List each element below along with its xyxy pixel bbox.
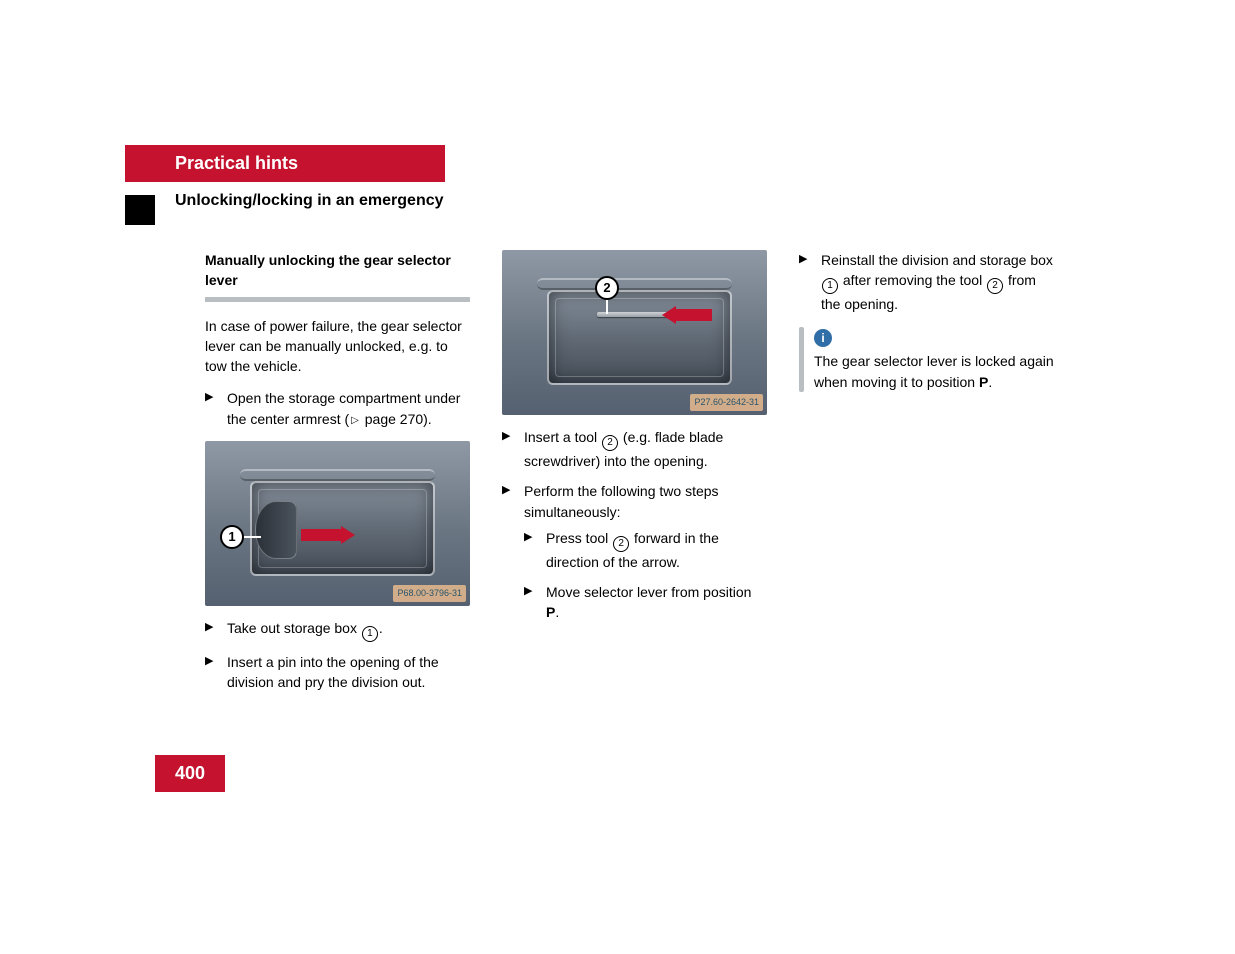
step-list: Reinstall the division and storage box 1… [799,250,1055,315]
step-item: Open the storage compartment under the c… [205,388,470,429]
substep-item: Move selector lever from position P. [524,582,767,623]
step-text: Press tool [546,530,612,546]
numeral-ref-icon: 2 [613,536,629,552]
callout-badge-1: 1 [220,525,244,549]
numeral-ref-icon: 2 [602,435,618,451]
step-text: Reinstall the division and storage box [821,252,1053,268]
step-text: . [555,604,559,620]
figure-2: 2 P27.60-2642-31 [502,250,767,415]
numeral-ref-icon: 1 [822,278,838,294]
step-text: Insert a pin into the opening of the div… [227,654,439,690]
chapter-heading: Practical hints [125,145,445,182]
info-icon: i [814,329,832,347]
position-letter: P [546,604,555,620]
step-text: page 270). [365,411,432,427]
step-text: . [379,620,383,636]
info-text: The gear selector lever is locked again … [814,351,1055,392]
thumb-tab [125,195,155,225]
step-item: Insert a pin into the opening of the div… [205,652,470,693]
step-text: . [988,374,992,390]
section-heading: Unlocking/locking in an emergency [125,182,1055,220]
figure-1: 1 P68.00-3796-31 [205,441,470,606]
step-text: Take out storage box [227,620,361,636]
callout-leader [243,536,261,538]
column-2: 2 P27.60-2642-31 Insert a tool 2 (e.g. f… [502,250,767,705]
step-item: Insert a tool 2 (e.g. flade blade screwd… [502,427,767,471]
substep-list: Press tool 2 forward in the direction of… [524,528,767,623]
step-list: Insert a tool 2 (e.g. flade blade screwd… [502,427,767,623]
info-rule [799,327,804,392]
step-list: Open the storage compartment under the c… [205,388,470,429]
figure-rail [537,278,732,290]
step-text: Move selector lever from position [546,584,751,600]
step-text: Perform the following two steps simultan… [524,483,719,519]
numeral-ref-icon: 1 [362,626,378,642]
figure-code: P68.00-3796-31 [393,585,466,602]
page-ref-icon: ▷ [351,414,359,429]
callout-leader [606,299,608,314]
step-item: Perform the following two steps simultan… [502,481,767,622]
substep-item: Press tool 2 forward in the direction of… [524,528,767,572]
figure-storage-box [255,501,297,559]
step-list: Take out storage box 1. Insert a pin int… [205,618,470,693]
manual-page: Practical hints Unlocking/locking in an … [155,145,1055,705]
callout-badge-2: 2 [595,276,619,300]
figure-compartment [547,290,732,385]
intro-paragraph: In case of power failure, the gear selec… [205,316,470,377]
step-text: Insert a tool [524,429,601,445]
figure-code: P27.60-2642-31 [690,394,763,411]
step-item: Reinstall the division and storage box 1… [799,250,1055,315]
column-1: Manually unlocking the gear selector lev… [205,250,470,705]
column-3: Reinstall the division and storage box 1… [799,250,1055,705]
figure-rail [240,469,435,481]
position-letter: P [979,374,988,390]
step-text: The gear selector lever is locked again … [814,353,1054,389]
content-columns: Manually unlocking the gear selector lev… [155,250,1055,705]
topic-subhead: Manually unlocking the gear selector lev… [205,250,470,302]
step-item: Take out storage box 1. [205,618,470,642]
step-text: after removing the tool [839,272,986,288]
page-number: 400 [155,755,225,792]
info-note: i The gear selector lever is locked agai… [799,327,1055,392]
numeral-ref-icon: 2 [987,278,1003,294]
info-content: i The gear selector lever is locked agai… [814,327,1055,392]
